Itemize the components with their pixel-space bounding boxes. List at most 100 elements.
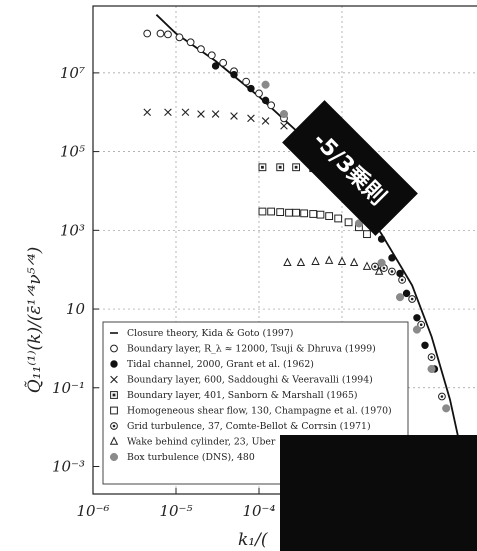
- data-point: [143, 108, 152, 117]
- data-point: [261, 96, 270, 105]
- data-point: [230, 70, 238, 79]
- data-point: [219, 58, 228, 67]
- legend-swatch: [110, 360, 118, 368]
- series-6: [371, 262, 446, 401]
- data-point: [292, 208, 301, 217]
- data-point: [300, 209, 309, 218]
- data-point: [354, 219, 363, 228]
- x-tick-label: 10⁻⁴: [242, 502, 275, 520]
- data-point: [247, 114, 255, 123]
- legend-entry: Homogeneous shear flow, 130, Champagne e…: [127, 406, 392, 417]
- data-point: [283, 257, 292, 267]
- legend-swatch: [109, 436, 119, 445]
- data-point-dot: [373, 265, 377, 268]
- x-tick-label: 10⁻⁵: [159, 502, 192, 520]
- data-point: [276, 208, 285, 217]
- data-point: [349, 257, 359, 267]
- data-point: [396, 269, 404, 278]
- y-tick-label: 10⁻³: [52, 457, 85, 475]
- data-point: [438, 392, 446, 401]
- legend-swatch: [110, 406, 118, 415]
- data-point: [398, 276, 407, 284]
- data-point: [207, 51, 216, 60]
- legend-swatch-dot: [112, 424, 116, 428]
- legend-entry: Box turbulence (DNS), 480: [127, 452, 255, 463]
- data-point-dot: [382, 266, 386, 270]
- data-point: [164, 108, 172, 117]
- data-point: [442, 404, 451, 413]
- data-point-stroke: [143, 108, 152, 117]
- y-tick-label: 10⁵: [60, 143, 85, 161]
- data-point-stroke: [164, 108, 172, 117]
- legend-entry: Grid turbulence, 37, Comte-Bellot & Corr…: [127, 421, 371, 432]
- data-point: [211, 62, 220, 70]
- data-point: [412, 325, 421, 334]
- series-3: [143, 108, 288, 130]
- data-point: [230, 112, 238, 120]
- legend-swatch-stroke: [110, 375, 118, 384]
- annotation-banner-box: [282, 100, 418, 236]
- legend-entry: Boundary layer, R_λ ≈ 12000, Tsuji & Dhr…: [127, 344, 376, 355]
- data-point-dot: [430, 355, 433, 359]
- data-point: [211, 110, 220, 118]
- series-7: [283, 255, 384, 275]
- data-point: [374, 266, 384, 275]
- data-point: [388, 267, 396, 276]
- data-point: [267, 101, 276, 110]
- y-tick-label: 10: [66, 300, 86, 318]
- data-point: [362, 261, 372, 270]
- data-point: [337, 256, 347, 265]
- data-point: [164, 30, 172, 39]
- data-point: [292, 163, 301, 172]
- data-point: [181, 108, 190, 117]
- y-tick-label: 10⁻¹: [52, 379, 85, 397]
- data-point-dot: [390, 270, 394, 273]
- data-point: [258, 207, 267, 216]
- data-point-stroke: [247, 114, 255, 123]
- data-point-stroke: [261, 117, 270, 125]
- data-point-stroke: [197, 110, 205, 118]
- data-point: [395, 293, 405, 302]
- legend-swatch: [110, 391, 118, 399]
- data-point: [280, 122, 288, 130]
- data-point-dot: [410, 297, 414, 301]
- data-point: [175, 33, 184, 42]
- data-point-stroke: [181, 108, 190, 117]
- data-point: [261, 117, 270, 125]
- data-point-dot: [400, 278, 404, 282]
- data-point: [285, 208, 293, 217]
- y-tick-label: 10⁷: [60, 64, 85, 82]
- data-point: [324, 255, 334, 264]
- data-point: [325, 212, 334, 220]
- legend-entry: Boundary layer, 401, Sanborn & Marshall …: [127, 390, 358, 401]
- data-point-dot: [419, 323, 423, 327]
- legend-entry: Tidal channel, 2000, Grant et al. (1962): [127, 359, 314, 370]
- data-point: [279, 109, 289, 119]
- data-point: [143, 29, 152, 38]
- data-point: [377, 258, 386, 267]
- legend-entry: Boundary layer, 600, Saddoughi & Veerava…: [127, 375, 373, 386]
- data-point: [255, 89, 263, 98]
- data-point-stroke: [230, 112, 238, 120]
- y-axis-title: Q̃₁₁⁽¹⁾(k)/(ε̄¹ᐟ⁴ν⁵ᐟ⁴): [25, 247, 45, 393]
- data-point: [427, 364, 436, 374]
- data-point: [311, 256, 320, 265]
- x-axis-title: k₁/(: [238, 530, 268, 550]
- data-point-stroke: [211, 110, 220, 118]
- data-point: [413, 314, 421, 322]
- data-point: [276, 163, 285, 172]
- legend-swatch: [110, 344, 118, 353]
- data-point-dot: [440, 395, 444, 398]
- data-point: [408, 295, 417, 303]
- data-point: [388, 254, 396, 262]
- legend-entry: Wake behind cylinder, 23, Uber: [127, 437, 276, 448]
- legend-entry: Closure theory, Kida & Goto (1997): [127, 328, 293, 339]
- data-point: [258, 163, 267, 172]
- redaction-box: [280, 435, 477, 551]
- data-point: [261, 80, 270, 89]
- y-tick-label: 10³: [60, 221, 85, 239]
- data-point: [402, 289, 411, 298]
- data-point: [197, 110, 205, 118]
- data-point: [427, 353, 436, 362]
